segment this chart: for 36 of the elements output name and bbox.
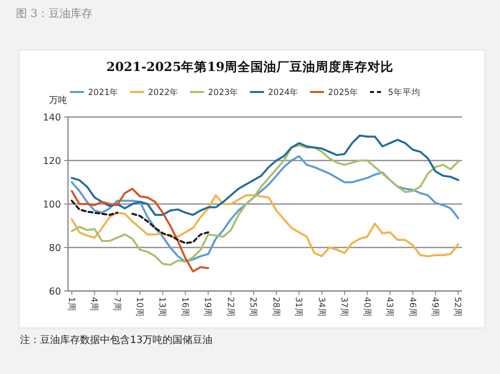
x-tick-label: 37周 [338, 297, 350, 317]
x-tick-label: 46周 [406, 297, 418, 317]
x-tick-label: 13周 [156, 297, 168, 317]
legend-label: 2022年 [148, 86, 179, 98]
line-series [70, 194, 460, 258]
x-tick-label: 25周 [248, 297, 259, 317]
y-tick-label: 60 [48, 286, 61, 298]
legend-label: 2023年 [208, 86, 239, 98]
y-tick-label: 140 [42, 112, 61, 124]
x-tick-label: 31周 [293, 297, 304, 317]
x-tick-label: 34周 [316, 297, 327, 317]
x-tick-label: 4周 [88, 297, 100, 312]
x-tick-label: 19周 [202, 297, 214, 317]
x-tick-label: 52周 [452, 297, 464, 317]
legend-label: 2025年 [328, 86, 359, 98]
x-tick-label: 10周 [134, 297, 146, 317]
text: 注：豆油库存数据中包含13万吨的国储豆油 [20, 334, 213, 346]
line-series [70, 188, 210, 272]
chart-title: 2021-2025年第19周全国油厂豆油周度库存对比 [106, 59, 394, 74]
line-series [70, 134, 460, 216]
x-tick-label: 22周 [224, 297, 236, 317]
caption: 图 3：豆油库存 [16, 7, 92, 20]
legend-label: 2024年 [268, 86, 299, 98]
legend-label: 2021年 [88, 86, 119, 98]
y-tick-label: 120 [42, 156, 61, 167]
y-tick-label: 80 [48, 242, 61, 254]
x-tick-label: 7周 [111, 297, 122, 312]
y-axis-title: 万吨 [49, 95, 67, 106]
x-tick-label: 40周 [361, 297, 372, 317]
x-tick-label: 43周 [384, 297, 396, 317]
x-tick-label: 1周 [66, 297, 77, 312]
x-tick-label: 49周 [430, 297, 441, 317]
x-tick-label: 28周 [270, 297, 282, 317]
legend-label: 5年平均 [388, 86, 420, 98]
x-tick-label: 16周 [179, 297, 190, 317]
y-tick-label: 100 [42, 199, 61, 210]
